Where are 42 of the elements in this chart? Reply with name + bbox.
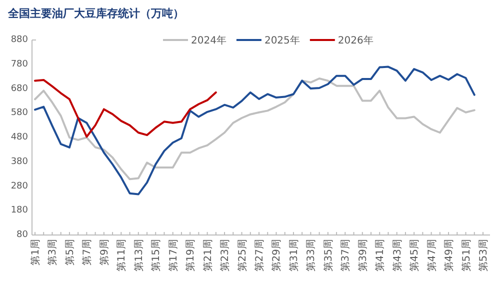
x-tick-label: 第5周 (64, 239, 76, 266)
x-tick-label: 第23周 (219, 239, 232, 272)
legend-label: 2024年 (191, 34, 226, 46)
x-tick-label: 第25周 (236, 239, 248, 272)
x-tick-label: 第3周 (46, 239, 59, 266)
x-tick-label: 第49周 (443, 239, 456, 272)
x-tick-label: 第51周 (460, 239, 472, 272)
x-tick-label: 第37周 (340, 239, 352, 272)
x-tick-label: 第7周 (81, 239, 94, 266)
y-tick-label: 580 (10, 108, 28, 118)
line-series (34, 78, 217, 138)
y-tick-label: 680 (10, 84, 28, 94)
x-tick-label: 第11周 (116, 239, 128, 272)
y-tick-label: 80 (16, 230, 28, 240)
y-tick-label: 480 (10, 132, 28, 142)
y-tick-label: 180 (10, 206, 28, 216)
x-tick-label: 第9周 (98, 239, 110, 266)
y-tick-label: 280 (10, 181, 28, 192)
x-tick-label: 第41周 (374, 239, 386, 272)
x-tick-label: 第53周 (478, 239, 490, 272)
legend-label: 2025年 (264, 34, 300, 46)
x-tick-label: 第17周 (167, 239, 180, 272)
x-tick-label: 第19周 (184, 239, 197, 272)
x-tick-label: 第33周 (305, 239, 318, 272)
x-tick-label: 第35周 (322, 239, 334, 272)
chart-title: 全国主要油厂大豆库存统计（万吨） (7, 7, 184, 20)
x-tick-label: 第29周 (270, 239, 283, 272)
x-tick-label: 第47周 (426, 239, 438, 272)
y-tick-label: 780 (10, 59, 28, 70)
x-tick-label: 第45周 (408, 239, 421, 272)
x-tick-label: 第15周 (150, 239, 162, 272)
legend-label: 2026年 (338, 34, 374, 46)
x-tick-label: 第43周 (391, 239, 404, 272)
line-series (34, 66, 476, 196)
y-tick-label: 380 (10, 156, 28, 167)
x-tick-label: 第13周 (132, 239, 145, 272)
x-tick-label: 第27周 (254, 239, 266, 272)
y-tick-label: 880 (10, 35, 28, 45)
x-tick-label: 第21周 (202, 239, 214, 272)
x-tick-label: 第31周 (288, 239, 300, 272)
x-tick-label: 第39周 (356, 239, 369, 272)
x-tick-label: 第1周 (30, 239, 42, 266)
